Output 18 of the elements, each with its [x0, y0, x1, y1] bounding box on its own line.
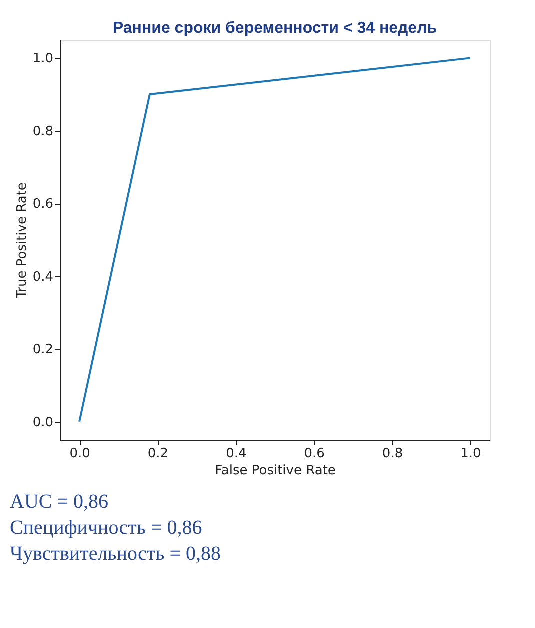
- text: Чувствительность = 0,88: [10, 543, 222, 565]
- x-tick-label: 0.4: [226, 446, 247, 462]
- x-tick-label: 0.0: [70, 446, 90, 462]
- y-tick-label: 0.4: [32, 270, 54, 285]
- y-axis-title: True Positive Rate: [14, 182, 30, 300]
- y-tick-label: 0.2: [32, 342, 54, 358]
- text: Специфичность = 0,86: [10, 517, 202, 539]
- text: AUC = 0,86: [10, 491, 109, 513]
- x-tick-label: 0.2: [148, 446, 169, 462]
- y-tick-label: 1.0: [32, 52, 54, 67]
- x-tick-label: 0.6: [304, 446, 325, 462]
- y-tick-label: 0.0: [32, 415, 54, 430]
- x-tick-label: 1.0: [460, 446, 482, 462]
- x-tick-label: 0.8: [382, 446, 404, 462]
- y-tick-label: 0.6: [32, 197, 54, 212]
- y-tick-label: 0.8: [32, 124, 54, 140]
- chart-title: Ранние сроки беременности < 34 недель: [112, 20, 438, 37]
- x-axis-title: False Positive Rate: [215, 464, 336, 478]
